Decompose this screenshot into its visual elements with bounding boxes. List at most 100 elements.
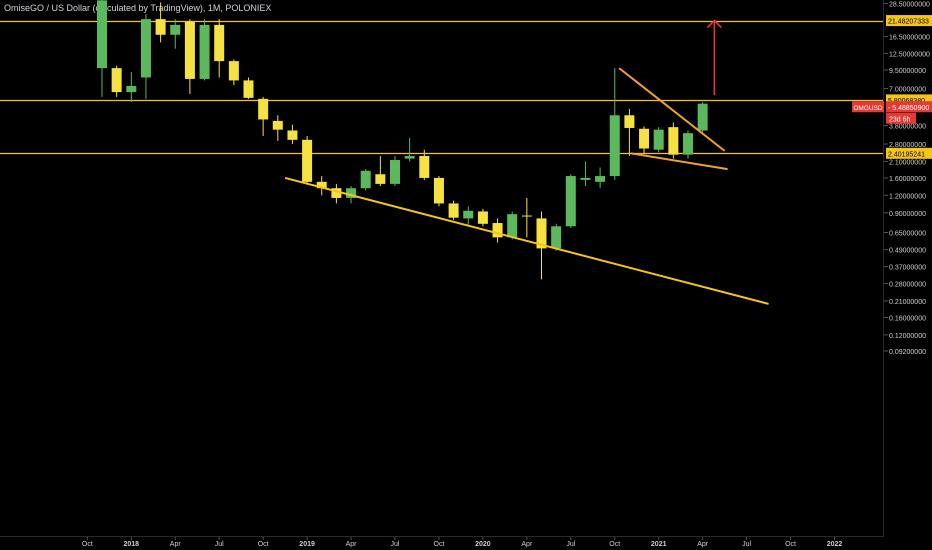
candles bbox=[97, 0, 708, 280]
candle-body bbox=[346, 188, 357, 198]
candle-body bbox=[243, 80, 254, 98]
time-tick-label: Apr bbox=[697, 541, 709, 548]
candle-body bbox=[170, 24, 181, 35]
candle-body bbox=[419, 155, 430, 178]
candle-body bbox=[258, 98, 269, 120]
candle-body bbox=[639, 128, 650, 149]
current-price-tag bbox=[886, 101, 932, 113]
price-tick-label: 2.80000000 bbox=[889, 142, 926, 149]
price-tick-label: 0.16000000 bbox=[889, 315, 926, 322]
time-tick-label: 2020 bbox=[475, 541, 491, 548]
trend-line-wedge-upper bbox=[618, 67, 726, 152]
time-tick-label: Oct bbox=[785, 541, 796, 548]
price-tick-label: 0.49000000 bbox=[889, 248, 926, 255]
price-tick-label: 0.65000000 bbox=[889, 230, 926, 237]
price-tick-label: 2.10000000 bbox=[889, 159, 926, 166]
time-tick-label: Oct bbox=[82, 541, 93, 548]
time-tick-label: Oct bbox=[258, 541, 269, 548]
candle-body bbox=[683, 133, 693, 155]
candle-body bbox=[126, 85, 137, 93]
candle-body bbox=[521, 215, 532, 217]
price-tick-label: 16.50000000 bbox=[889, 35, 930, 42]
price-tick-label: 9.50000000 bbox=[889, 68, 926, 75]
candle-body bbox=[272, 120, 283, 130]
symbol-tag-label: OMGUSD bbox=[853, 105, 883, 112]
current-price-label: - 5.48850900 bbox=[888, 105, 929, 112]
trend-line-wedge-lower bbox=[630, 152, 728, 171]
candle-body bbox=[624, 115, 635, 128]
time-tick-label: Apr bbox=[521, 541, 533, 548]
trend-lines bbox=[284, 67, 769, 305]
candle-body bbox=[199, 24, 210, 79]
candle-body bbox=[404, 155, 415, 159]
candle-body bbox=[609, 115, 620, 177]
time-tick-label: Oct bbox=[434, 541, 445, 548]
candle-body bbox=[507, 214, 518, 238]
candle-body bbox=[565, 176, 576, 227]
price-tick-label: 0.21000000 bbox=[889, 299, 926, 306]
time-tick-label: 2022 bbox=[827, 541, 843, 548]
candle-body bbox=[463, 210, 474, 219]
candle-body bbox=[360, 170, 371, 189]
price-tick-label: 7.00000000 bbox=[889, 87, 926, 94]
price-tick-label: 1.20000000 bbox=[889, 193, 926, 200]
candle-body bbox=[595, 176, 606, 182]
price-tick-label: 28.50000000 bbox=[889, 1, 930, 8]
candle-body bbox=[697, 103, 708, 131]
candle-body bbox=[536, 218, 547, 249]
candle-body bbox=[653, 129, 664, 150]
arrow-head bbox=[706, 19, 722, 29]
time-tick-label: 2018 bbox=[124, 541, 140, 548]
candle-body bbox=[668, 127, 679, 155]
price-tick-label: 0.12000000 bbox=[889, 333, 926, 340]
time-tick-label: Jul bbox=[391, 541, 400, 548]
candle-body bbox=[477, 211, 488, 224]
candle-body bbox=[551, 226, 562, 249]
time-tick-label: 2021 bbox=[651, 541, 667, 548]
candle-body bbox=[287, 130, 298, 140]
time-tick-label: Oct bbox=[609, 541, 620, 548]
price-tick-label: 1.60000000 bbox=[889, 176, 926, 183]
candle-body bbox=[155, 19, 166, 35]
candle-body bbox=[97, 0, 107, 69]
candle-body bbox=[111, 68, 122, 93]
candle-body bbox=[316, 181, 327, 189]
level-price-tag bbox=[886, 147, 932, 159]
candle-body bbox=[214, 24, 225, 62]
level-price-tag bbox=[886, 94, 932, 106]
price-tick-label: 0.90000000 bbox=[889, 211, 926, 218]
time-tick-label: Apr bbox=[346, 541, 358, 548]
price-axis[interactable]: 28.50000000 16.50000000 12.50000000 9.50000… bbox=[884, 1, 930, 356]
time-tick-label: Jul bbox=[742, 541, 751, 548]
candle-body bbox=[184, 21, 195, 79]
candle-body bbox=[375, 174, 386, 184]
countdown-tag bbox=[886, 112, 916, 124]
countdown-label: 23d 6h bbox=[889, 116, 911, 123]
candle-body bbox=[140, 19, 151, 78]
trend-line-falling-support bbox=[284, 176, 769, 305]
candle-body bbox=[302, 139, 313, 182]
level-price-tag-label: 21.48207333 bbox=[888, 19, 929, 26]
candle-body bbox=[228, 61, 239, 81]
price-tick-label: 0.37000000 bbox=[889, 265, 926, 272]
time-tick-label: Jul bbox=[215, 541, 224, 548]
candle-body bbox=[492, 223, 503, 238]
level-price-tag-label: 2.40195241 bbox=[888, 151, 925, 158]
time-axis[interactable]: Oct 2018 Apr Jul Oct 2019 Apr Jul Oct 2020 Apr Jul O… bbox=[82, 537, 842, 548]
chart-title: OmiseGO / US Dollar (calculated by Tradi… bbox=[4, 3, 272, 13]
candle-body bbox=[331, 188, 342, 198]
time-tick-label: Jul bbox=[566, 541, 575, 548]
candle-body bbox=[580, 177, 591, 180]
candle-body bbox=[433, 177, 444, 204]
price-tick-label: 0.09200000 bbox=[889, 349, 926, 356]
price-tick-label: 3.80000000 bbox=[889, 124, 926, 131]
target-arrow bbox=[706, 19, 722, 95]
time-tick-label: 2019 bbox=[299, 541, 315, 548]
level-price-tag bbox=[886, 15, 932, 27]
candle-body bbox=[448, 203, 459, 218]
time-tick-label: Apr bbox=[170, 541, 182, 548]
candle-body bbox=[390, 160, 400, 184]
price-tick-label: 0.28000000 bbox=[889, 282, 926, 289]
